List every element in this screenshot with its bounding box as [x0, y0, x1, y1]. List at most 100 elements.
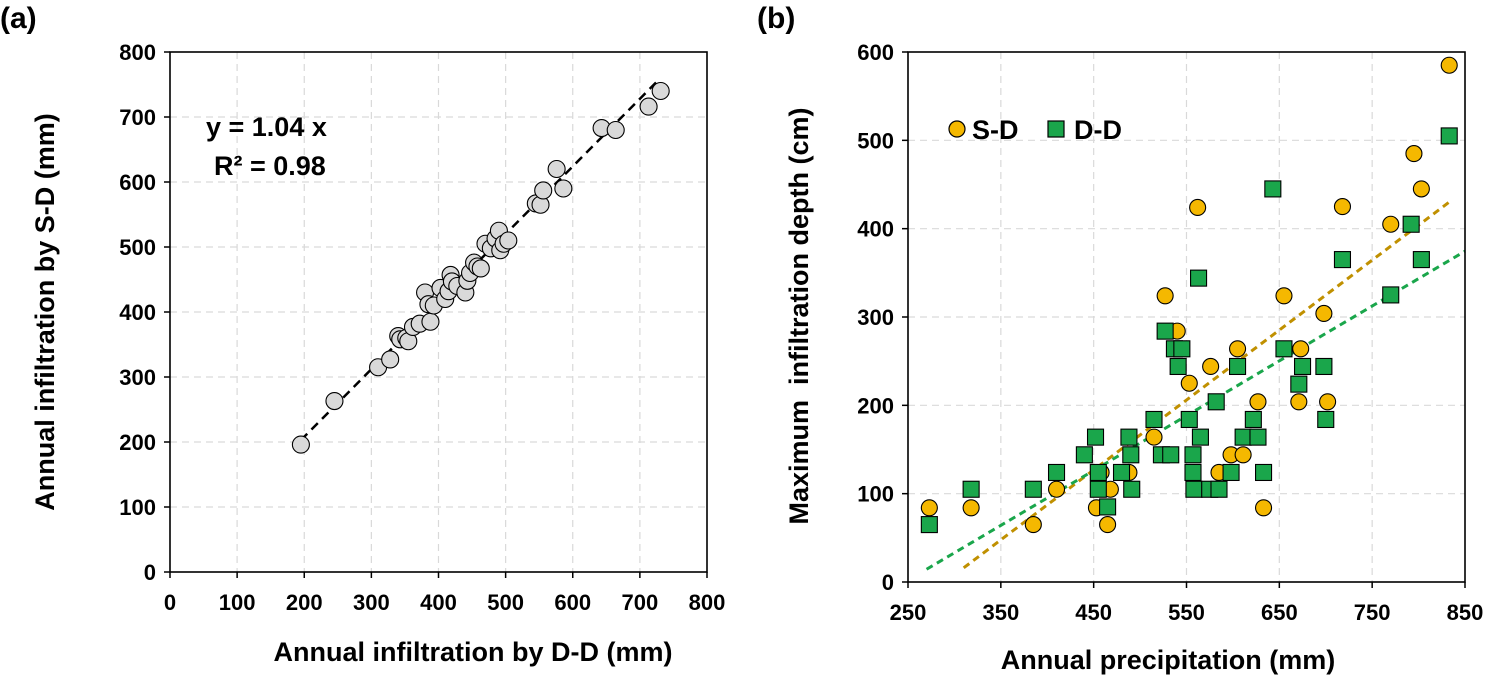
data-point-s-d: [1249, 393, 1267, 411]
x-tick-label: 500: [487, 590, 524, 615]
y-tick-label: 700: [119, 105, 156, 130]
data-point: [651, 81, 670, 101]
data-point-d-d: [1089, 463, 1107, 482]
data-point-d-d: [1120, 428, 1138, 446]
data-point: [554, 179, 573, 198]
data-point-s-d: [1290, 393, 1308, 411]
data-point-d-d: [1162, 446, 1180, 464]
panel-b-ylabel: Maximum infiltration depth (cm): [784, 107, 814, 524]
legend-d-d-marker: [1047, 120, 1065, 138]
x-tick-label: 650: [1261, 600, 1298, 625]
data-point-s-d: [1099, 516, 1117, 534]
data-point-s-d: [962, 499, 980, 517]
data-point-d-d: [1075, 446, 1093, 464]
data-point-s-d: [1024, 516, 1042, 534]
panel-b-label: (b): [757, 2, 795, 35]
data-point-d-d: [962, 480, 980, 498]
y-tick-label: 500: [119, 235, 156, 260]
y-tick-label: 200: [119, 430, 156, 455]
data-point-d-d: [1156, 322, 1174, 340]
data-point-s-d: [1319, 393, 1337, 411]
x-tick-label: 100: [219, 590, 256, 615]
data-point-d-d: [1180, 410, 1198, 429]
y-tick-label: 200: [857, 393, 894, 418]
panel-a-plot-frame: [169, 51, 708, 573]
data-point-s-d: [1275, 287, 1293, 305]
data-point-d-d: [1290, 375, 1308, 393]
data-point-d-d: [1173, 340, 1191, 358]
y-tick-label: 0: [144, 560, 156, 585]
data-point: [639, 97, 658, 116]
panel-b-points: [920, 56, 1458, 534]
data-point-d-d: [1229, 357, 1247, 376]
data-point-d-d: [920, 516, 938, 534]
data-point: [421, 312, 440, 331]
data-point: [606, 120, 625, 140]
data-point-d-d: [1086, 428, 1105, 446]
data-point-d-d: [1190, 269, 1208, 287]
data-point-d-d: [1275, 340, 1293, 358]
data-point-d-d: [1184, 463, 1202, 482]
data-point-d-d: [1145, 410, 1163, 429]
panel-a-ylabel: Annual infiltration by S-D (mm): [30, 113, 60, 511]
y-tick-label: 0: [882, 570, 894, 595]
data-point: [499, 231, 518, 250]
data-point-d-d: [1315, 357, 1333, 376]
data-point-d-d: [1207, 393, 1225, 411]
data-point-s-d: [1382, 215, 1400, 233]
panel-a-grid: [170, 52, 707, 572]
panel-a-points: [291, 81, 670, 454]
panel-b-fit-line-s-d: [962, 199, 1452, 570]
legend-d-d-label: D-D: [1074, 115, 1122, 145]
x-tick-label: 750: [1354, 600, 1391, 625]
data-point-s-d: [1333, 198, 1352, 216]
x-tick-label: 550: [1168, 600, 1205, 625]
y-tick-label: 400: [119, 300, 156, 325]
data-point-s-d: [1234, 446, 1252, 464]
data-point-d-d: [1293, 357, 1312, 376]
x-tick-label: 450: [1075, 600, 1112, 625]
x-tick-label: 0: [164, 590, 176, 615]
panel-a-fit-line: [300, 77, 661, 442]
x-tick-label: 800: [689, 590, 726, 615]
panel-b-fit-line-d-d: [925, 249, 1466, 571]
data-point-s-d: [1405, 145, 1423, 163]
data-point-d-d: [1112, 463, 1131, 482]
panel-a-r2: R² = 0.98: [214, 151, 326, 181]
data-point-d-d: [1024, 480, 1042, 498]
data-point-d-d: [1382, 286, 1400, 304]
y-tick-label: 300: [119, 365, 156, 390]
data-point-d-d: [1244, 410, 1262, 429]
data-point-s-d: [1180, 374, 1198, 392]
data-point: [471, 259, 490, 278]
data-point-s-d: [1440, 56, 1458, 74]
data-point-d-d: [1169, 357, 1187, 376]
legend-s-d-label: S-D: [972, 115, 1019, 145]
data-point-d-d: [1317, 410, 1335, 429]
x-tick-label: 700: [622, 590, 659, 615]
x-tick-label: 200: [286, 590, 323, 615]
data-point-d-d: [1249, 428, 1267, 446]
data-point: [547, 159, 566, 179]
y-tick-label: 600: [119, 170, 156, 195]
panel-a: (a) 0 100 200 300 400 500 600 700 800 0 100 200 300 4…: [0, 2, 725, 667]
y-tick-label: 800: [119, 40, 156, 65]
panel-b-ticks: 250 350 450 550 650 750 850 0 100 200 300 400 500 600: [857, 40, 1483, 625]
x-tick-label: 600: [554, 590, 591, 615]
y-tick-label: 500: [857, 128, 894, 153]
panel-a-xlabel: Annual infiltration by D-D (mm): [274, 637, 673, 667]
y-tick-label: 300: [857, 305, 894, 330]
x-tick-label: 350: [982, 600, 1019, 625]
data-point-d-d: [1333, 251, 1352, 269]
data-point-d-d: [1047, 463, 1066, 482]
x-tick-label: 400: [420, 590, 457, 615]
data-point-s-d: [1047, 480, 1066, 498]
data-point-s-d: [1202, 357, 1220, 376]
data-point-s-d: [920, 499, 938, 517]
data-point-d-d: [1099, 498, 1117, 516]
panel-a-ticks: 0 100 200 300 400 500 600 700 800 0 100 200 300 400 50…: [119, 40, 725, 615]
data-point-d-d: [1210, 480, 1228, 498]
data-point-s-d: [1292, 340, 1310, 358]
data-point-d-d: [1255, 463, 1273, 482]
